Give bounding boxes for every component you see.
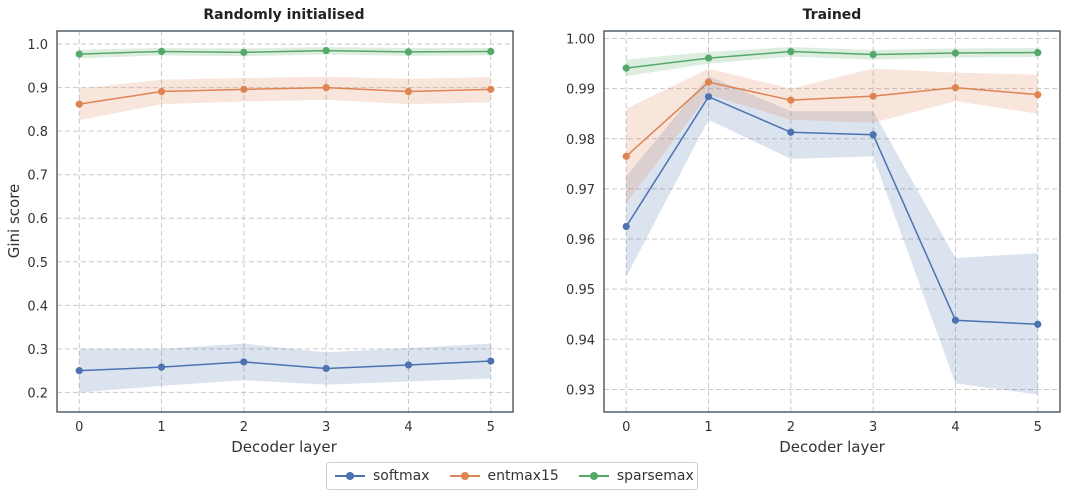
- y-tick-label: 0.2: [27, 386, 48, 401]
- x-axis-label: Decoder layer: [779, 438, 885, 456]
- data-point-softmax: [75, 367, 83, 375]
- data-point-softmax: [704, 93, 713, 101]
- y-tick-label: 0.3: [27, 343, 48, 358]
- data-point-softmax: [240, 358, 248, 366]
- y-tick-label: 0.98: [566, 133, 595, 148]
- chart-title: Trained: [803, 7, 862, 23]
- plot-frame: [56, 30, 514, 413]
- data-point-sparsemax: [869, 50, 877, 59]
- y-tick-label: 0.4: [27, 299, 48, 314]
- x-axis-label: Decoder layer: [231, 438, 337, 456]
- data-point-sparsemax: [404, 48, 413, 56]
- data-point-softmax: [951, 316, 960, 324]
- data-point-entmax15: [1034, 91, 1042, 99]
- x-tick-label: 3: [869, 420, 877, 435]
- x-tick-label: 1: [157, 420, 165, 435]
- data-point-softmax: [404, 361, 413, 369]
- x-tick-label: 4: [404, 420, 412, 435]
- data-point-softmax: [622, 222, 630, 231]
- series-line-entmax15: [79, 86, 491, 105]
- data-point-entmax15: [322, 84, 330, 92]
- data-point-softmax: [487, 357, 495, 365]
- x-tick-label: 1: [704, 420, 712, 435]
- band-sparsemax: [79, 47, 491, 59]
- series-line-entmax15: [625, 81, 1038, 157]
- data-point-sparsemax: [75, 50, 83, 58]
- series-line-sparsemax: [79, 49, 491, 55]
- y-tick-label: 0.94: [566, 333, 595, 348]
- data-point-softmax: [322, 364, 330, 373]
- data-point-sparsemax: [487, 47, 495, 56]
- y-tick-label: 0.5: [27, 256, 48, 271]
- y-tick-label: 1.0: [27, 38, 48, 53]
- band-sparsemax: [626, 47, 1038, 77]
- x-tick-label: 3: [322, 420, 330, 435]
- data-point-entmax15: [240, 85, 248, 93]
- data-point-sparsemax: [704, 54, 713, 62]
- chart-title: Randomly initialised: [203, 7, 364, 23]
- data-point-sparsemax: [322, 46, 330, 55]
- data-point-sparsemax: [787, 47, 795, 56]
- legend-item-sparsemax: sparsemax: [578, 468, 694, 484]
- band-softmax: [79, 343, 491, 393]
- legend-swatch-softmax: [335, 470, 365, 482]
- series-line-softmax: [625, 95, 1038, 326]
- data-point-entmax15: [869, 92, 877, 100]
- band-softmax: [626, 76, 1038, 395]
- legend-label: softmax: [373, 468, 430, 484]
- legend-item-softmax: softmax: [335, 468, 430, 484]
- plot-frame: [603, 30, 1061, 413]
- series-line-softmax: [79, 360, 491, 372]
- y-tick-label: 0.95: [566, 283, 595, 298]
- chart-randomly-initialised: Randomly initialised Decoder layer Gini …: [5, 7, 514, 456]
- y-tick-label: 0.7: [27, 169, 48, 184]
- data-point-sparsemax: [622, 64, 630, 72]
- y-axis-label: Gini score: [5, 184, 23, 259]
- y-tick-label: 0.6: [27, 212, 48, 227]
- data-point-sparsemax: [951, 49, 960, 57]
- legend-item-entmax15: entmax15: [449, 468, 559, 484]
- x-tick-label: 5: [487, 420, 495, 435]
- x-tick-label: 2: [240, 420, 248, 435]
- data-point-softmax: [869, 131, 877, 139]
- data-point-entmax15: [157, 87, 166, 96]
- legend-label: sparsemax: [616, 468, 694, 484]
- data-point-sparsemax: [1034, 48, 1042, 57]
- data-point-entmax15: [487, 85, 495, 93]
- legend-label: entmax15: [487, 468, 559, 484]
- data-point-softmax: [1034, 320, 1042, 328]
- x-tick-label: 2: [787, 420, 795, 435]
- y-tick-label: 0.9: [27, 82, 48, 97]
- y-tick-label: 0.99: [566, 83, 595, 98]
- y-tick-label: 0.96: [566, 233, 595, 248]
- data-point-entmax15: [951, 84, 960, 92]
- legend: softmax entmax15 sparsemax: [326, 462, 698, 490]
- series-line-sparsemax: [626, 50, 1038, 69]
- legend-swatch-sparsemax: [578, 470, 609, 482]
- band-entmax15: [79, 76, 491, 121]
- data-point-entmax15: [75, 100, 83, 108]
- y-tick-label: 1.00: [566, 33, 595, 48]
- y-tick-label: 0.93: [566, 383, 595, 398]
- data-point-softmax: [157, 363, 166, 371]
- grid: [57, 31, 513, 412]
- y-tick-label: 0.97: [566, 183, 595, 198]
- data-point-softmax: [787, 128, 795, 136]
- data-point-entmax15: [704, 78, 713, 86]
- grid: [604, 31, 1060, 412]
- data-point-sparsemax: [240, 48, 248, 56]
- legend-swatch-entmax15: [449, 470, 480, 482]
- data-point-entmax15: [404, 87, 413, 96]
- data-point-sparsemax: [157, 47, 166, 56]
- x-tick-label: 0: [75, 420, 83, 435]
- chart-trained: Trained Decoder layer 0.93 0.94 0.95 0.96 0.…: [566, 7, 1061, 456]
- x-tick-label: 4: [951, 420, 959, 435]
- band-entmax15: [626, 68, 1038, 203]
- y-tick-label: 0.8: [27, 125, 48, 140]
- data-point-entmax15: [622, 152, 630, 160]
- data-point-entmax15: [787, 96, 795, 104]
- x-tick-label: 5: [1034, 420, 1042, 435]
- x-tick-label: 0: [622, 420, 630, 435]
